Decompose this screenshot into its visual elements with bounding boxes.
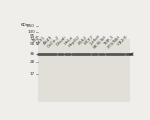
Text: A549: A549: [43, 35, 54, 46]
Text: 36: 36: [30, 52, 35, 56]
Text: K562: K562: [77, 35, 88, 45]
Text: 72: 72: [30, 37, 35, 41]
Text: HepG2: HepG2: [68, 35, 81, 48]
Text: Jurkat: Jurkat: [90, 35, 101, 46]
Text: SK-N-SH: SK-N-SH: [93, 35, 108, 50]
Text: 250: 250: [27, 24, 35, 28]
Text: 130: 130: [27, 30, 35, 34]
Text: CaCo-2: CaCo-2: [47, 35, 61, 49]
Text: MCF7: MCF7: [83, 35, 95, 46]
Text: KDa: KDa: [21, 23, 29, 27]
Bar: [38, 39, 130, 102]
Text: 293: 293: [32, 35, 40, 43]
Text: HeLa: HeLa: [64, 35, 74, 45]
Text: 3T3/NIH: 3T3/NIH: [107, 35, 122, 50]
Text: YB2/0: YB2/0: [117, 35, 129, 46]
Text: 28: 28: [30, 60, 35, 63]
Text: A431: A431: [36, 35, 47, 45]
Text: 17: 17: [30, 72, 35, 76]
Text: THP-1: THP-1: [103, 35, 115, 47]
Text: 55: 55: [30, 42, 35, 45]
Text: 95: 95: [30, 34, 35, 38]
Text: Daudi: Daudi: [56, 35, 68, 47]
